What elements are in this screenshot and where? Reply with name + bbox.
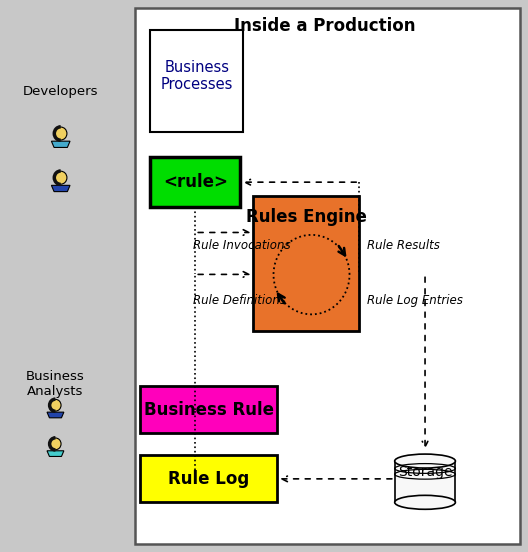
Text: Rule Invocations: Rule Invocations (193, 239, 290, 252)
Polygon shape (47, 451, 64, 457)
Text: Rule Log: Rule Log (168, 470, 249, 488)
Bar (140, 455, 277, 502)
Text: Rule Log Entries: Rule Log Entries (367, 294, 463, 307)
Bar (150, 157, 240, 207)
Bar (150, 30, 243, 132)
Text: Inside a Production: Inside a Production (234, 18, 416, 35)
Circle shape (54, 171, 67, 184)
Text: Rules Engine: Rules Engine (246, 208, 366, 226)
Text: Rule Definitions: Rule Definitions (193, 294, 286, 307)
Bar (395, 461, 455, 502)
Polygon shape (47, 412, 64, 418)
Circle shape (50, 399, 61, 411)
Ellipse shape (395, 495, 455, 509)
Text: Business
Analysts: Business Analysts (26, 370, 85, 397)
Text: <rule>: <rule> (163, 173, 228, 191)
Text: Storage: Storage (398, 465, 452, 479)
Polygon shape (51, 185, 70, 192)
Ellipse shape (395, 454, 455, 468)
Circle shape (50, 438, 61, 450)
FancyBboxPatch shape (135, 8, 520, 544)
Circle shape (54, 127, 67, 140)
Polygon shape (51, 141, 70, 147)
Text: Developers: Developers (23, 84, 98, 98)
Text: Rule Results: Rule Results (367, 239, 440, 252)
Bar (140, 386, 277, 433)
Text: Business Rule: Business Rule (144, 401, 274, 419)
Text: Business
Processes: Business Processes (161, 60, 233, 92)
Bar (253, 196, 359, 331)
